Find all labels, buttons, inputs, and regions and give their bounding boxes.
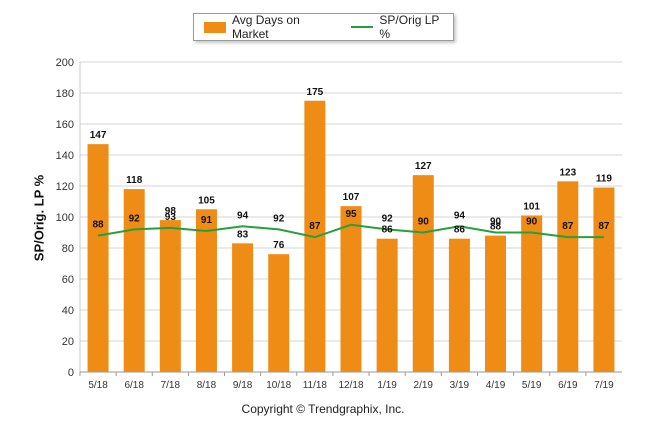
line-data-label: 87: [598, 221, 610, 232]
bar: [340, 206, 362, 372]
bar: [593, 187, 615, 372]
x-tick-label: 9/18: [233, 380, 253, 391]
y-tick-label: 60: [62, 274, 74, 286]
x-tick-label: 3/19: [450, 380, 470, 391]
copyright-text: Copyright © Trendgraphix, Inc.: [241, 402, 405, 416]
line-data-label: 90: [526, 217, 538, 228]
bar-data-label: 107: [343, 192, 360, 203]
bar-data-label: 76: [273, 240, 285, 251]
x-tick-label: 6/19: [558, 380, 578, 391]
y-tick-label: 140: [56, 150, 74, 162]
legend-item-line: SP/Orig LP %: [351, 13, 453, 41]
legend-item-bar: Avg Days on Market: [204, 13, 339, 41]
x-tick-label: 11/18: [303, 380, 328, 391]
y-tick-label: 200: [56, 57, 74, 69]
line-data-label: 88: [93, 220, 105, 231]
y-tick-label: 40: [62, 305, 74, 317]
line-data-label: 94: [237, 210, 249, 221]
bar-data-label: 118: [126, 175, 143, 186]
y-tick-label: 80: [62, 243, 74, 255]
x-tick-label: 10/18: [266, 380, 291, 391]
series-line: [97, 223, 604, 239]
line-data-label: 95: [345, 209, 357, 220]
bar: [268, 254, 290, 372]
bar: [557, 181, 579, 372]
y-tick-label: 0: [68, 367, 74, 379]
x-tick-label: 5/18: [88, 380, 108, 391]
bar-data-label: 101: [523, 201, 540, 212]
bar-data-label: 119: [596, 174, 613, 185]
line-data-label: 91: [201, 215, 213, 226]
bar: [448, 238, 470, 372]
legend-swatch-line: [351, 26, 374, 28]
bar-data-label: 86: [454, 225, 466, 236]
line-data-label: 92: [382, 213, 394, 224]
bar-data-label: 88: [490, 222, 502, 233]
x-tick-label: 2/19: [414, 380, 434, 391]
x-tick-label: 8/18: [197, 380, 217, 391]
bar-data-label: 83: [237, 229, 249, 240]
legend-label-line: SP/Orig LP %: [379, 13, 440, 41]
bar-data-label: 86: [382, 225, 394, 236]
x-tick-label: 4/19: [486, 380, 506, 391]
x-tick-label: 1/19: [377, 380, 397, 391]
bar: [87, 144, 109, 372]
bar-data-label: 175: [307, 87, 324, 98]
x-tick-label: 7/18: [161, 380, 181, 391]
bar: [123, 189, 145, 372]
bar: [376, 238, 398, 372]
line-data-label: 90: [490, 217, 502, 228]
bar-data-label: 105: [198, 195, 215, 206]
line-data-label: 92: [129, 213, 141, 224]
bar-data-label: 123: [559, 167, 576, 178]
legend-swatch-bar: [204, 21, 226, 33]
bar: [195, 209, 217, 372]
line-data-label: 90: [418, 217, 430, 228]
bar: [521, 215, 543, 372]
line-data-label: 93: [165, 212, 177, 223]
line-data-label: 87: [309, 221, 321, 232]
y-tick-label: 180: [56, 88, 74, 100]
bar: [159, 220, 181, 372]
line-data-label: 87: [562, 221, 574, 232]
y-tick-label: 20: [62, 336, 74, 348]
bar: [485, 235, 507, 372]
line-data-label: 94: [454, 210, 466, 221]
line-data-label: 92: [273, 213, 285, 224]
y-tick-label: 100: [56, 212, 74, 224]
bar: [232, 243, 254, 372]
bar-data-label: 98: [165, 206, 177, 217]
x-tick-label: 12/18: [338, 380, 363, 391]
x-tick-label: 7/19: [594, 380, 614, 391]
bar-data-label: 127: [415, 161, 432, 172]
bar-data-label: 147: [90, 130, 107, 141]
legend: Avg Days on Market SP/Orig LP %: [193, 13, 454, 41]
legend-label-bar: Avg Days on Market: [231, 13, 300, 41]
y-tick-label: 120: [56, 181, 74, 193]
x-tick-label: 6/18: [124, 380, 144, 391]
y-tick-label: 160: [56, 119, 74, 131]
x-tick-label: 5/19: [522, 380, 542, 391]
bar: [412, 175, 434, 372]
